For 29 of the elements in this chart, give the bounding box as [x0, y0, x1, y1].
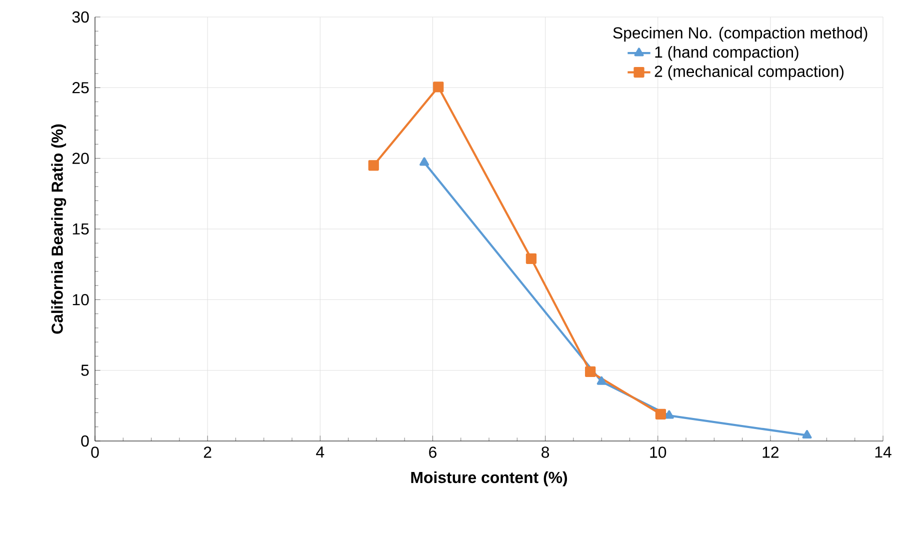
- legend-label: 2 (mechanical compaction): [654, 65, 844, 80]
- x-tick-label: 10: [650, 446, 666, 458]
- y-tick-label: 30: [72, 11, 89, 23]
- legend-label: 1 (hand compaction): [655, 46, 798, 61]
- x-tick-label: 8: [542, 446, 550, 458]
- x-tick-label: 4: [316, 446, 324, 458]
- point: [368, 160, 379, 171]
- y-tick-label: 20: [72, 152, 89, 164]
- y-tick-label: 25: [72, 82, 89, 94]
- point: [420, 157, 430, 166]
- legend-title: Specimen No. (compaction method): [613, 26, 868, 42]
- x-tick-label: 12: [762, 446, 778, 458]
- x-tick-label: 0: [91, 446, 99, 458]
- y-tick-label: 15: [72, 223, 89, 235]
- point: [664, 410, 674, 419]
- point: [585, 366, 596, 378]
- point: [526, 253, 537, 264]
- y-axis-title: California Bearing Ratio (%): [51, 124, 66, 334]
- point: [433, 82, 444, 92]
- y-tick-label: 10: [72, 294, 89, 306]
- point: [596, 376, 606, 385]
- x-tick-label: 14: [875, 446, 892, 458]
- y-tick-label: 5: [81, 364, 89, 376]
- x-tick-label: 6: [429, 446, 436, 458]
- y-tick-label: 0: [81, 435, 89, 447]
- point: [802, 430, 812, 439]
- point: [655, 408, 666, 420]
- x-axis-title: Moisture content (%): [411, 471, 568, 486]
- x-tick-label: 2: [204, 446, 212, 458]
